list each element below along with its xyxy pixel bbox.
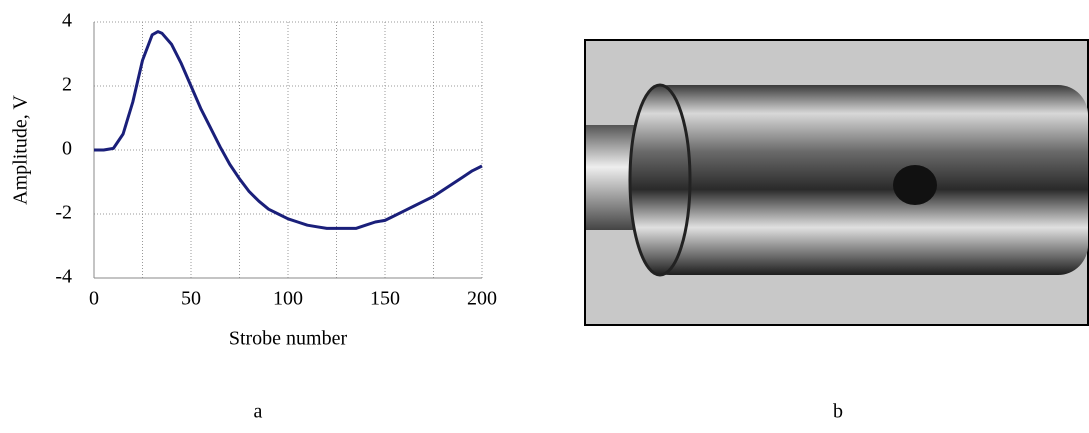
x-tick-label: 200: [467, 288, 497, 310]
y-tick-label: 4: [62, 10, 72, 32]
photo: [585, 40, 1088, 325]
x-axis-title: Strobe number: [229, 328, 348, 350]
x-tick-label: 50: [181, 288, 201, 310]
y-tick-label: -2: [55, 202, 72, 224]
y-tick-label: 2: [62, 74, 72, 96]
caption: a: [254, 401, 263, 423]
x-tick-label: 0: [89, 288, 99, 310]
x-tick-label: 150: [370, 288, 400, 310]
y-tick-label: 0: [62, 138, 72, 160]
y-tick-label: -4: [55, 266, 72, 288]
figure: Strobe number Amplitude, V a b 0 50 100 150…: [0, 0, 1089, 428]
page: {"chart_data": {"type": "line", "x_label…: [0, 0, 1089, 433]
caption: b: [833, 401, 843, 423]
x-tick-label: 100: [273, 288, 303, 310]
y-axis-title: Amplitude, V: [10, 95, 32, 205]
